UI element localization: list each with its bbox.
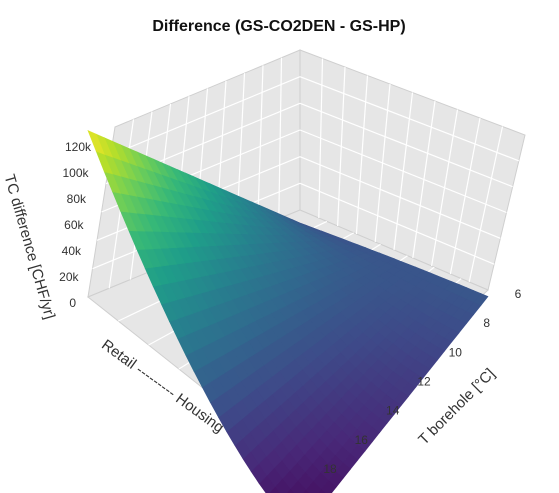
back-right-wall-gridline (299, 129, 507, 214)
z-axis-label: TC difference [CHF/yr] (1, 172, 59, 321)
z-tick-label: 60k (64, 218, 84, 232)
back-right-wall-gridline (299, 156, 501, 239)
x-tick-label: 6 (515, 287, 522, 301)
z-tick-label: 20k (59, 270, 79, 284)
x-tick-label: 10 (449, 345, 463, 359)
x-tick-label: 12 (417, 375, 431, 389)
z-tick-label: 80k (67, 192, 87, 206)
x-tick-labels: 6 8 10 12 14 16 18 (323, 287, 521, 476)
z-tick-label: 100k (62, 166, 89, 180)
z-tick-label: 0 (69, 296, 76, 310)
surface-patch (87, 130, 105, 155)
back-right-wall-gridline (299, 76, 520, 162)
x-tick-label: 16 (355, 433, 369, 447)
back-right-wall-gridline (299, 102, 513, 188)
x-tick-label: 14 (386, 404, 400, 418)
back-right-wall-gridline (299, 182, 495, 265)
back-left-wall-gridline (110, 76, 301, 156)
z-tick-labels: 0 20k 40k 60k 80k 100k 120k (59, 140, 92, 310)
z-tick-label: 120k (65, 140, 92, 154)
chart-title: Difference (GS-CO2DEN - GS-HP) (152, 18, 405, 35)
surface-plot (87, 130, 489, 493)
x-tick-label: 18 (323, 462, 337, 476)
x-tick-label: 8 (483, 316, 490, 330)
z-tick-label: 40k (62, 244, 82, 258)
